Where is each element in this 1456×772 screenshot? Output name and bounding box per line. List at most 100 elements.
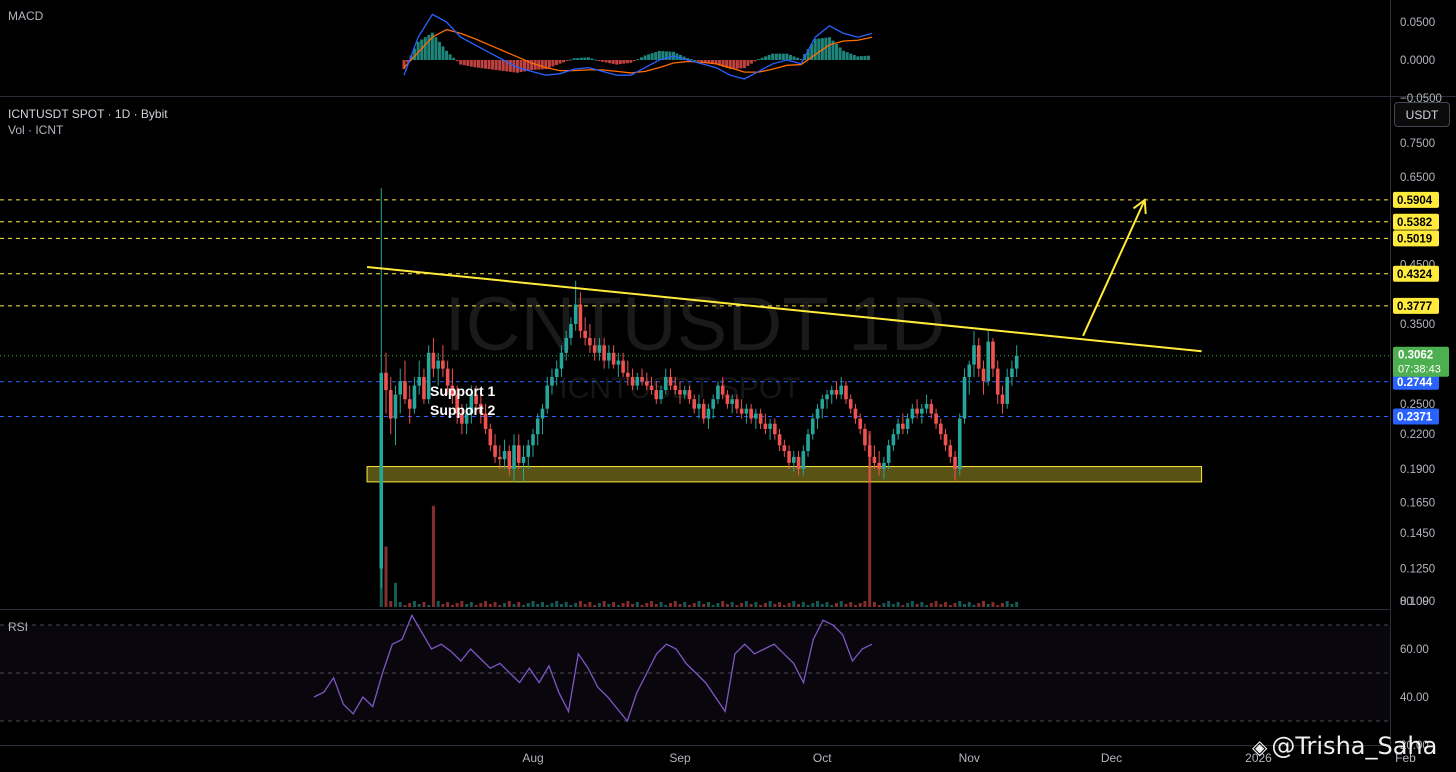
macd-histogram-bar: [519, 60, 523, 73]
symbol-watermark: ICNTUSDT 1D: [444, 282, 945, 367]
price-tick-label: 0.1090: [1400, 596, 1435, 608]
candle-body: [521, 456, 526, 463]
price-tick-label: 0.3500: [1400, 319, 1435, 331]
candle-body: [886, 445, 891, 463]
candle-body: [744, 408, 749, 414]
volume-bar: [915, 604, 919, 607]
candle-body: [493, 445, 497, 457]
macd-histogram-bar: [420, 39, 424, 60]
candle-body: [417, 376, 421, 386]
candle-body: [630, 376, 635, 386]
macd-histogram-bar: [764, 56, 768, 60]
macd-histogram-bar: [842, 50, 846, 60]
current-price-bg: [1393, 346, 1449, 377]
author-watermark: ◈ @Trisha_Saha: [1252, 732, 1437, 760]
volume-bar: [574, 603, 578, 607]
volume-bar: [963, 604, 967, 607]
level-label-text: 0.2371: [1397, 411, 1433, 423]
macd-histogram-bar: [700, 60, 704, 62]
macd-histogram-bar: [629, 60, 633, 63]
volume-bar: [863, 601, 867, 607]
price-tick-label: 0.7500: [1400, 138, 1435, 150]
macd-histogram-bar: [693, 60, 697, 61]
volume-bar: [569, 605, 573, 607]
volume-bar: [834, 603, 838, 607]
volume-bar: [498, 605, 502, 607]
volume-bar: [778, 602, 782, 607]
macd-histogram-bar: [728, 60, 732, 70]
volume-bar: [948, 605, 952, 607]
time-tick-label: Nov: [959, 751, 980, 765]
volume-bar: [872, 602, 876, 607]
macd-histogram-bar: [661, 51, 665, 60]
candle-body: [498, 456, 502, 460]
current-price-value: 0.3062: [1398, 350, 1433, 362]
candle-body: [829, 390, 834, 395]
candle-body: [512, 445, 516, 470]
volume-bar: [559, 604, 563, 607]
candle-body: [455, 394, 459, 414]
volume-bar: [654, 604, 658, 607]
macd-histogram-bar: [799, 59, 803, 61]
macd-histogram-bar: [827, 37, 831, 60]
candle-body: [991, 341, 995, 369]
candle-body: [995, 368, 1000, 395]
macd-histogram-bar: [735, 60, 739, 69]
candle-body: [483, 413, 488, 429]
macd-histogram-bar: [696, 60, 700, 61]
candle-body: [867, 445, 872, 457]
macd-histogram-bar: [480, 60, 484, 69]
macd-histogram-bar: [530, 60, 534, 71]
volume-bar: [512, 604, 516, 607]
candle-body: [697, 403, 701, 409]
candle-body: [573, 304, 578, 324]
volume-bar: [621, 603, 625, 607]
rsi-legend: RSI: [8, 620, 28, 634]
price-tick-label: 0.2500: [1400, 399, 1435, 411]
macd-signal-line: [403, 28, 873, 74]
candle-body: [422, 376, 426, 400]
candle-body: [535, 418, 540, 435]
volume-bar: [730, 602, 734, 607]
macd-histogram-bar: [785, 53, 789, 60]
volume-bar: [849, 602, 853, 607]
candle-body: [673, 385, 678, 391]
target-arrow: [1082, 199, 1146, 337]
macd-histogram-bar: [618, 60, 622, 65]
volume-bar: [616, 605, 620, 607]
volume-bar: [697, 601, 701, 607]
macd-histogram-bar: [402, 60, 406, 70]
volume-bar: [493, 602, 497, 607]
macd-histogram-bar: [586, 57, 590, 60]
time-tick-label: 2026: [1245, 751, 1272, 765]
macd-histogram-bar: [859, 56, 863, 60]
candle-body: [806, 434, 810, 452]
volume-bar: [887, 601, 891, 607]
macd-histogram-bar: [746, 60, 750, 66]
candle-body: [1014, 355, 1019, 369]
target-arrow-head: [1132, 198, 1147, 215]
candle-body: [668, 376, 673, 386]
macd-histogram-bar: [767, 54, 771, 60]
volume-bar: [522, 605, 526, 607]
candle-body: [559, 352, 564, 369]
volume-bar: [830, 605, 834, 607]
macd-histogram-bar: [413, 48, 417, 60]
volume-bar: [673, 601, 677, 607]
candle-body: [1000, 394, 1005, 404]
candle-body: [706, 408, 711, 419]
candle-body: [578, 304, 583, 331]
volume-bar: [417, 604, 421, 607]
currency-button[interactable]: USDT: [1394, 102, 1450, 127]
price-tick-label: 0.1900: [1400, 464, 1435, 476]
volume-bar: [540, 602, 544, 607]
candle-body: [445, 368, 450, 386]
candle-body: [839, 385, 844, 395]
volume-bar: [564, 602, 568, 607]
symbol-title: ICNTUSDT SPOT · 1D · Bybit: [8, 107, 168, 121]
candle-body: [754, 413, 758, 419]
volume-bar: [901, 605, 905, 607]
rsi-line: [313, 613, 873, 723]
candle-body: [796, 456, 801, 470]
